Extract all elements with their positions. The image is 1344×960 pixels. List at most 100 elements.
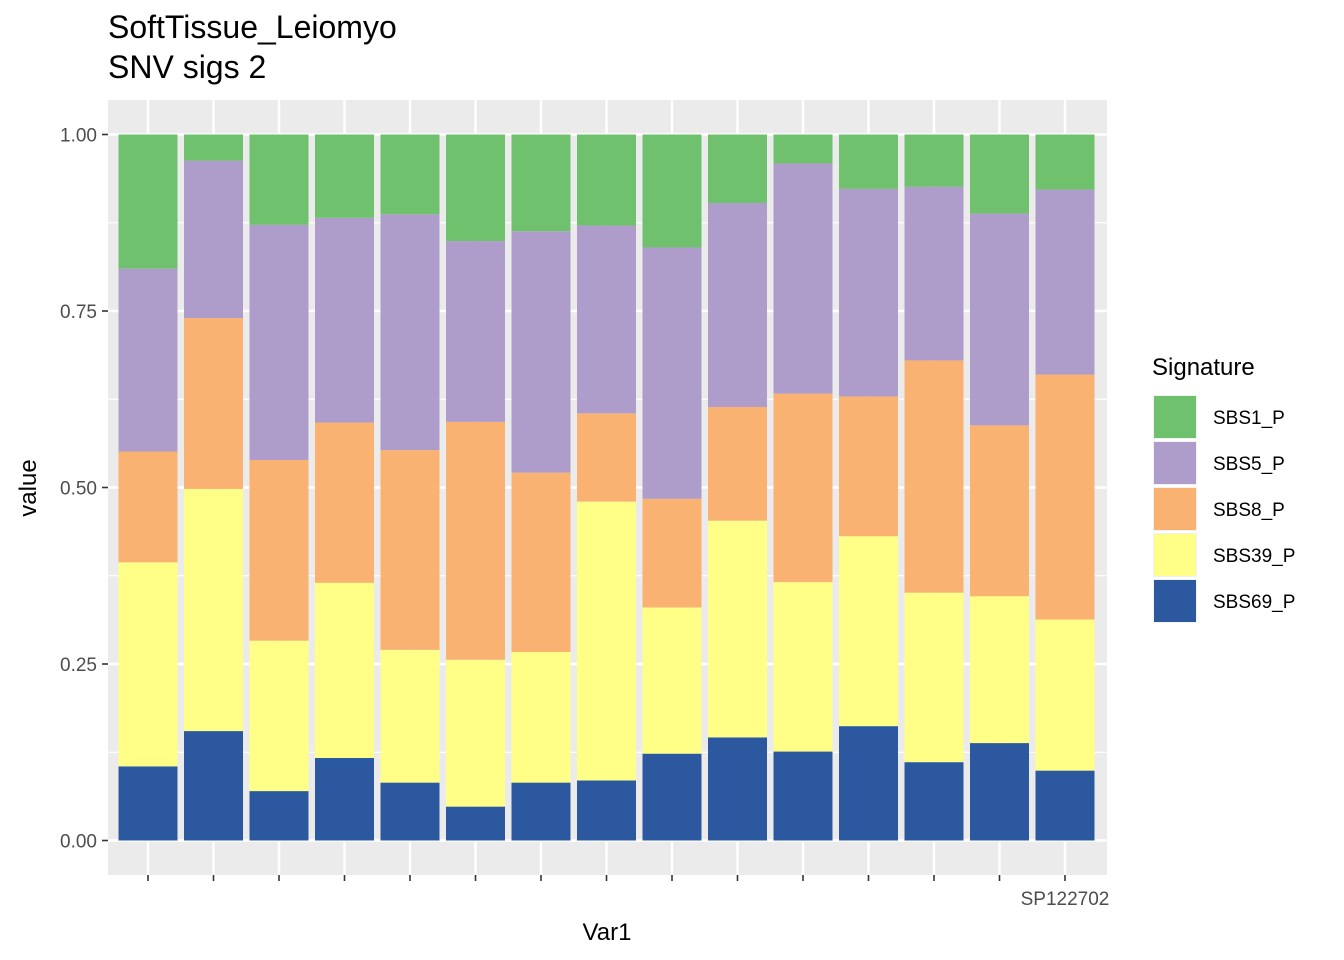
bar-segment-sbs5-p (380, 214, 440, 451)
bar-segment-sbs8-p (249, 459, 309, 641)
legend-swatch (1154, 396, 1196, 438)
bar-segment-sbs39-p (511, 651, 571, 783)
legend-swatch (1154, 442, 1196, 484)
bar-segment-sbs39-p (118, 562, 178, 767)
bar-segment-sbs69-p (970, 743, 1029, 841)
bar-segment-sbs8-p (511, 472, 571, 652)
legend: Signature SBS1_P SBS5_P SBS8_P SBS39_P SBS69… (1152, 354, 1295, 623)
bar-segment-sbs5-p (970, 213, 1029, 426)
bar-segment-sbs69-p (380, 782, 440, 841)
bar-segment-sbs1-p (446, 134, 505, 242)
x-axis-title: Var1 (583, 919, 632, 946)
legend-swatch (1154, 534, 1196, 576)
bar-segment-sbs8-p (184, 318, 243, 489)
bar-segment-sbs39-p (315, 582, 374, 758)
bar-segment-sbs39-p (446, 659, 505, 807)
y-tick-label: 0.25 (60, 655, 97, 676)
bar-segment-sbs69-p (118, 766, 178, 841)
bar-segment-sbs39-p (184, 488, 243, 732)
bar-segment-sbs1-p (511, 134, 571, 232)
legend-label: SBS8_P (1213, 500, 1285, 521)
y-tick-label: 1.00 (60, 126, 97, 147)
bar-segment-sbs1-p (970, 134, 1029, 214)
bar-segment-sbs5-p (708, 202, 767, 408)
bar-segment-sbs69-p (1035, 770, 1095, 841)
x-tick-label: SP122702 (1021, 889, 1110, 910)
bar-segment-sbs1-p (1035, 134, 1095, 190)
bar-segment-sbs8-p (773, 393, 833, 583)
bar-segment-sbs8-p (446, 421, 505, 660)
x-axis: SP122702 (147, 875, 1110, 910)
bar-segment-sbs69-p (184, 731, 243, 841)
chart-title: SoftTissue_Leiomyo (108, 9, 397, 45)
bar-segment-sbs5-p (642, 247, 702, 499)
bar-segment-sbs5-p (904, 186, 964, 361)
bar-segment-sbs8-p (577, 413, 636, 502)
bar-segment-sbs39-p (1035, 619, 1095, 771)
bar-segment-sbs5-p (1035, 189, 1095, 375)
bar-segment-sbs39-p (773, 582, 833, 752)
bar-segment-sbs69-p (315, 757, 374, 841)
bar-segment-sbs1-p (708, 134, 767, 203)
bars (118, 134, 1095, 841)
bar-segment-sbs8-p (708, 407, 767, 521)
chart-subtitle: SNV sigs 2 (108, 49, 266, 85)
bar-segment-sbs1-p (642, 134, 702, 248)
bar-segment-sbs69-p (577, 780, 636, 841)
bar-segment-sbs1-p (839, 134, 898, 189)
bar-segment-sbs8-p (839, 396, 898, 537)
legend-title: Signature (1152, 354, 1255, 381)
bar-segment-sbs5-p (184, 160, 243, 319)
legend-swatch (1154, 488, 1196, 530)
bar-segment-sbs39-p (839, 536, 898, 727)
legend-swatch (1154, 580, 1196, 622)
bar-segment-sbs5-p (577, 225, 636, 414)
bar-segment-sbs1-p (249, 134, 309, 225)
bar-segment-sbs69-p (249, 791, 309, 841)
bar-segment-sbs1-p (904, 134, 964, 187)
bar-segment-sbs39-p (249, 640, 309, 792)
bar-segment-sbs5-p (773, 163, 833, 394)
bar-segment-sbs8-p (1035, 374, 1095, 620)
bar-segment-sbs39-p (708, 520, 767, 738)
bar-segment-sbs8-p (642, 498, 702, 608)
bar-segment-sbs5-p (315, 217, 374, 423)
bar-segment-sbs8-p (970, 425, 1029, 597)
bar-segment-sbs5-p (446, 241, 505, 422)
y-tick-label: 0.75 (60, 302, 97, 323)
y-tick-label: 0.00 (60, 832, 97, 853)
bar-segment-sbs1-p (118, 134, 178, 269)
bar-segment-sbs39-p (380, 649, 440, 783)
bar-segment-sbs5-p (118, 268, 178, 452)
legend-label: SBS39_P (1213, 546, 1295, 567)
bar-segment-sbs8-p (904, 360, 964, 593)
bar-segment-sbs39-p (970, 596, 1029, 744)
bar-segment-sbs1-p (315, 134, 374, 218)
y-axis: 0.00 0.25 0.50 0.75 1.00 (60, 126, 108, 853)
legend-label: SBS69_P (1213, 592, 1295, 613)
bar-segment-sbs69-p (642, 753, 702, 841)
bar-segment-sbs69-p (904, 762, 964, 841)
bar-segment-sbs69-p (511, 782, 571, 841)
bar-segment-sbs1-p (380, 134, 440, 215)
bar-segment-sbs5-p (839, 188, 898, 397)
bar-segment-sbs39-p (642, 607, 702, 754)
y-axis-title: value (15, 459, 42, 516)
bar-segment-sbs69-p (446, 806, 505, 841)
bar-segment-sbs39-p (577, 501, 636, 781)
bar-segment-sbs1-p (773, 134, 833, 164)
bar-segment-sbs8-p (315, 422, 374, 583)
bar-segment-sbs69-p (708, 737, 767, 841)
bar-segment-sbs8-p (118, 451, 178, 563)
bar-segment-sbs1-p (577, 134, 636, 226)
legend-label: SBS1_P (1213, 408, 1285, 429)
legend-label: SBS5_P (1213, 454, 1285, 475)
bar-segment-sbs69-p (773, 751, 833, 841)
bar-segment-sbs8-p (380, 450, 440, 650)
y-tick-label: 0.50 (60, 479, 97, 500)
bar-segment-sbs1-p (184, 134, 243, 161)
bar-segment-sbs5-p (511, 231, 571, 473)
bar-segment-sbs5-p (249, 224, 309, 460)
bar-segment-sbs39-p (904, 592, 964, 763)
